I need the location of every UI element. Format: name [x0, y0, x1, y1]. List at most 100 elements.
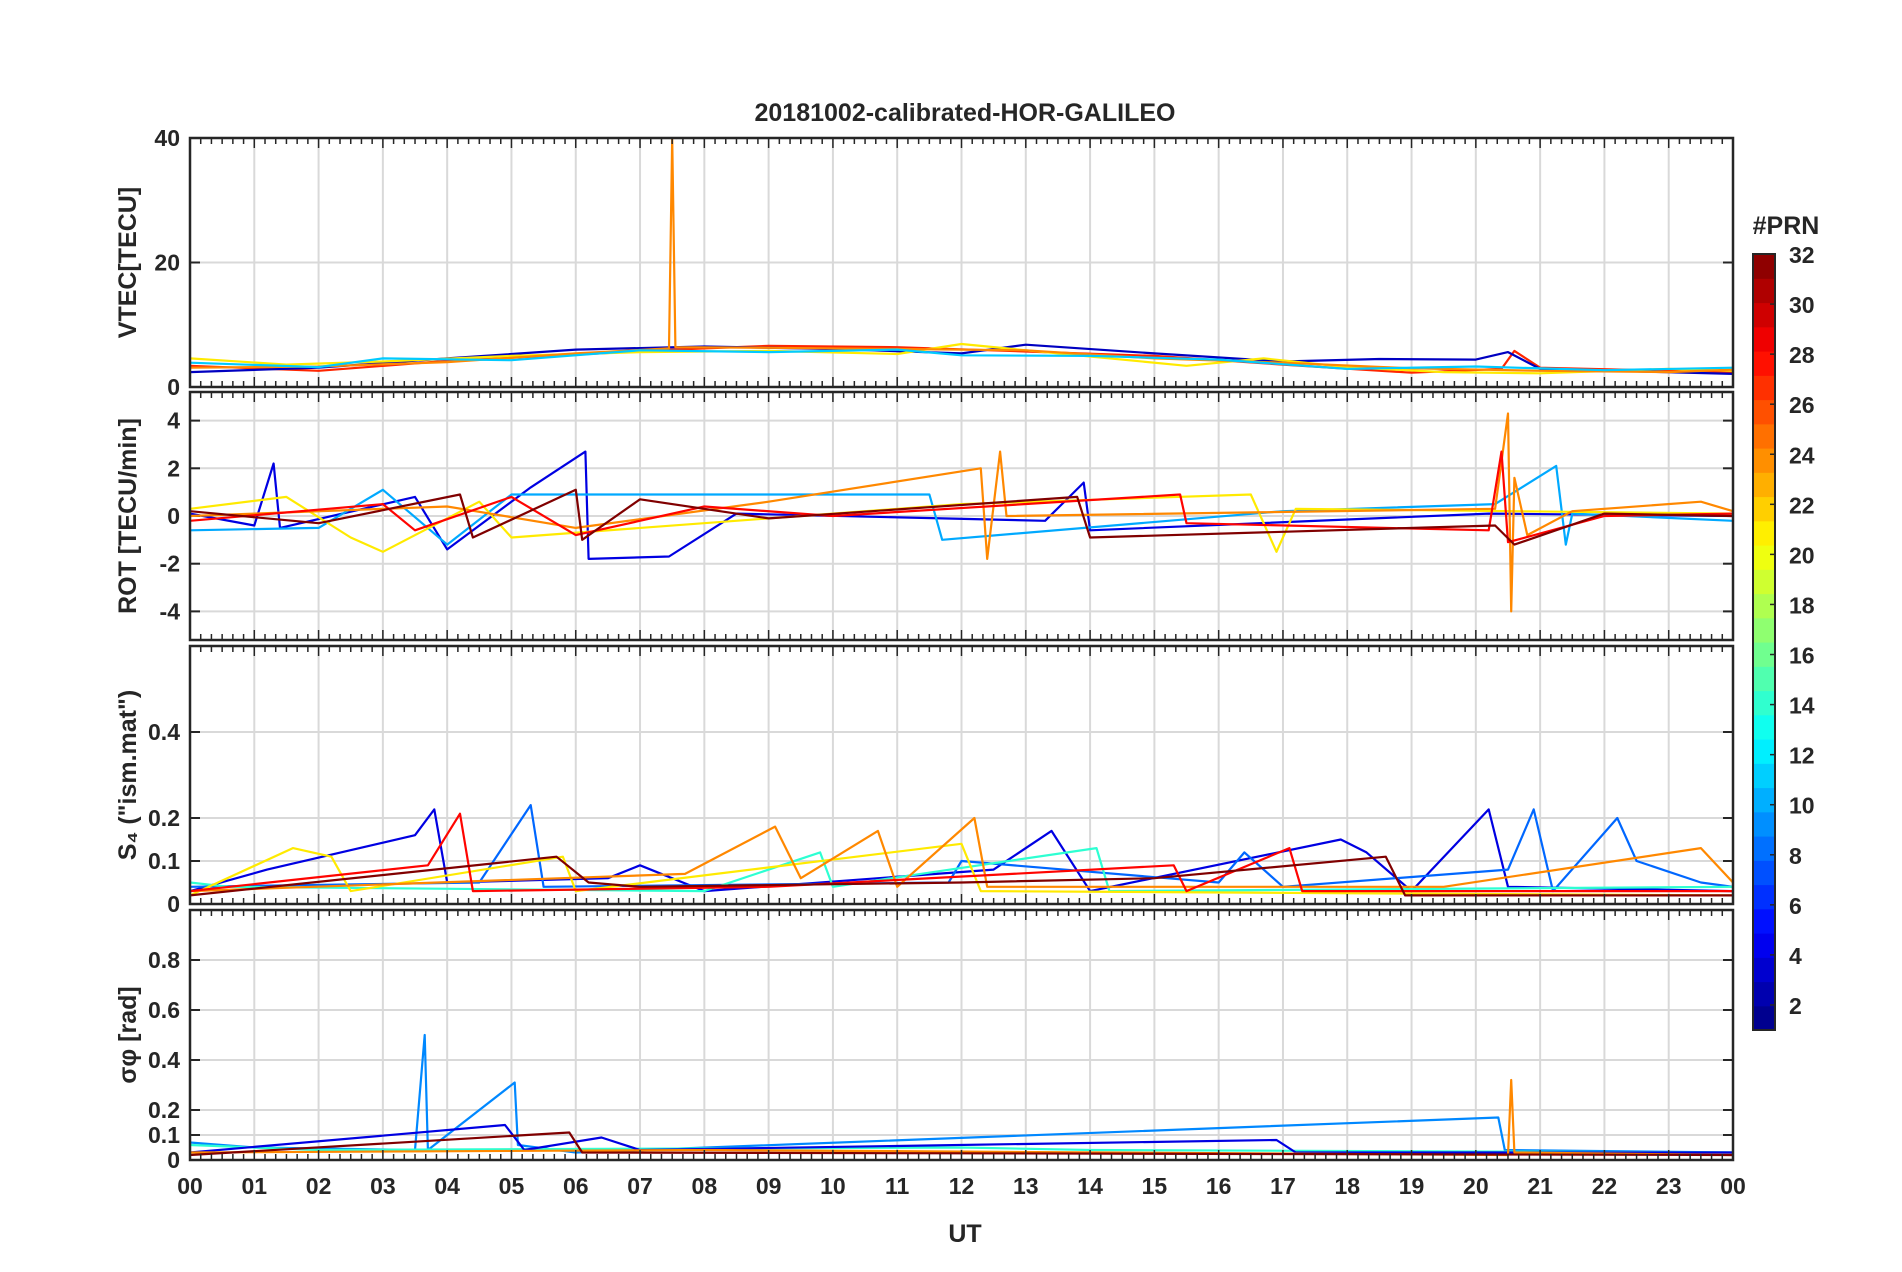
colorbar-band [1753, 884, 1775, 910]
colorbar-tick-label: 6 [1789, 893, 1802, 919]
y-tick-label: -2 [160, 551, 180, 577]
y-axis-label-rot: ROT [TECU/min] [114, 418, 142, 614]
panel-vtec: 0 20 40 VTEC[TECU] [114, 125, 1735, 400]
axes-frame-vtec [188, 136, 1735, 389]
series-line-prn-21 [190, 493, 1733, 553]
panel-s4: 0 0.1 0.2 0.4S₄ ("ism.mat") [114, 644, 1735, 917]
colorbar-band [1753, 787, 1775, 813]
x-tick-label: 18 [1334, 1173, 1360, 1199]
x-tick-label: 17 [1270, 1173, 1296, 1199]
x-tick-label: 01 [241, 1173, 267, 1199]
colorbar-tick-label: 22 [1789, 492, 1815, 518]
x-tick-label: 15 [1142, 1173, 1168, 1199]
y-tick-label: -4 [160, 598, 181, 624]
colorbar-band [1753, 1005, 1775, 1031]
x-tick-label: 20 [1463, 1173, 1489, 1199]
colorbar-tick-label: 2 [1789, 993, 1802, 1019]
colorbar-band [1753, 642, 1775, 667]
series-group-sigma [190, 1033, 1733, 1157]
colorbar-band [1753, 933, 1775, 958]
x-tick-label: 19 [1399, 1173, 1425, 1199]
x-axis: 00 01 02 03 04 05 06 07 08 09 10 11 12 13 14 15 16 17 18 19… [177, 1173, 1746, 1199]
x-tick-label: 23 [1656, 1173, 1682, 1199]
colorbar-band [1753, 836, 1775, 861]
y-tick-label: 0 [167, 503, 180, 529]
colorbar-band [1753, 545, 1775, 570]
colorbar-band [1753, 302, 1775, 328]
series-line-prn-4 [190, 450, 1733, 560]
y-tick-label: 0 [167, 374, 180, 400]
series-line-prn-11 [190, 348, 1733, 372]
x-tick-label: 07 [627, 1173, 653, 1199]
colorbar-band [1753, 472, 1775, 498]
y-tick-label: 0.2 [148, 805, 180, 831]
colorbar-band [1753, 908, 1775, 934]
colorbar-band [1753, 351, 1775, 376]
x-tick-label: 02 [306, 1173, 332, 1199]
colorbar-band [1753, 981, 1775, 1007]
y-tick-label: 0.4 [148, 719, 180, 745]
colorbar-tick-label: 10 [1789, 793, 1815, 819]
colorbar-band [1753, 399, 1775, 425]
colorbar-band [1753, 811, 1775, 837]
series-group-vtec [190, 138, 1733, 375]
x-tick-label: 03 [370, 1173, 396, 1199]
y-tick-label: 0 [167, 1147, 180, 1173]
colorbar-tick-label: 4 [1789, 943, 1802, 969]
x-tick-label: 22 [1592, 1173, 1618, 1199]
x-tick-label: 09 [756, 1173, 782, 1199]
axes-frame-sigma [188, 908, 1735, 1162]
colorbar-band [1753, 666, 1775, 692]
colorbar-tick-label: 26 [1789, 392, 1815, 418]
colorbar-tick-label: 18 [1789, 592, 1815, 618]
series-line-prn-32 [190, 1131, 1733, 1157]
colorbar-band [1753, 593, 1775, 619]
colorbar-band [1753, 739, 1775, 764]
y-tick-label: 0.2 [148, 1097, 180, 1123]
colorbar-tick-label: 12 [1789, 743, 1815, 769]
colorbar-band [1753, 860, 1775, 886]
colorbar-frame [1752, 253, 1776, 1031]
colorbar-band [1753, 763, 1775, 789]
colorbar-band [1753, 569, 1775, 595]
x-tick-label: 11 [885, 1173, 910, 1199]
y-tick-label: 2 [167, 455, 180, 481]
x-tick-label: 04 [434, 1173, 460, 1199]
series-group-s4 [190, 804, 1733, 897]
colorbar-band [1753, 496, 1775, 522]
y-tick-label: 40 [154, 125, 180, 151]
colorbar-tick-label: 30 [1789, 292, 1815, 318]
colorbar-tick-label: 28 [1789, 342, 1815, 368]
series-group-rot [190, 412, 1733, 613]
y-tick-label: 4 [167, 408, 180, 434]
colorbar-band [1753, 448, 1775, 473]
colorbar-band [1753, 278, 1775, 304]
colorbar-band [1753, 690, 1775, 716]
series-line-prn-24 [190, 816, 1733, 893]
colorbar-label: #PRN [1753, 212, 1820, 240]
x-tick-label: 21 [1527, 1173, 1553, 1199]
series-line-prn-24 [190, 1078, 1733, 1157]
series-line-prn-10 [190, 464, 1733, 546]
y-tick-label: 0.4 [148, 1047, 180, 1073]
colorbar-band [1753, 326, 1775, 352]
colorbar-tick-label: 32 [1789, 242, 1815, 268]
axes-frame-rot [188, 390, 1735, 642]
series-line-prn-3 [190, 343, 1733, 375]
colorbar-band [1753, 520, 1775, 546]
x-tick-label: 16 [1206, 1173, 1232, 1199]
axes-frame-s4 [188, 644, 1735, 906]
series-line-prn-4 [190, 808, 1733, 893]
x-tick-label: 13 [1013, 1173, 1039, 1199]
x-tick-label: 12 [949, 1173, 975, 1199]
y-axis-label-vtec: VTEC[TECU] [114, 187, 142, 338]
y-tick-label: 0.1 [148, 848, 180, 874]
colorbar-tick-label: 14 [1789, 693, 1815, 719]
colorbar-tick-label: 8 [1789, 843, 1802, 869]
series-line-prn-14 [190, 1143, 1733, 1154]
colorbar-band [1753, 617, 1775, 643]
x-tick-label: 00 [177, 1173, 203, 1199]
colorbar-band [1753, 423, 1775, 449]
